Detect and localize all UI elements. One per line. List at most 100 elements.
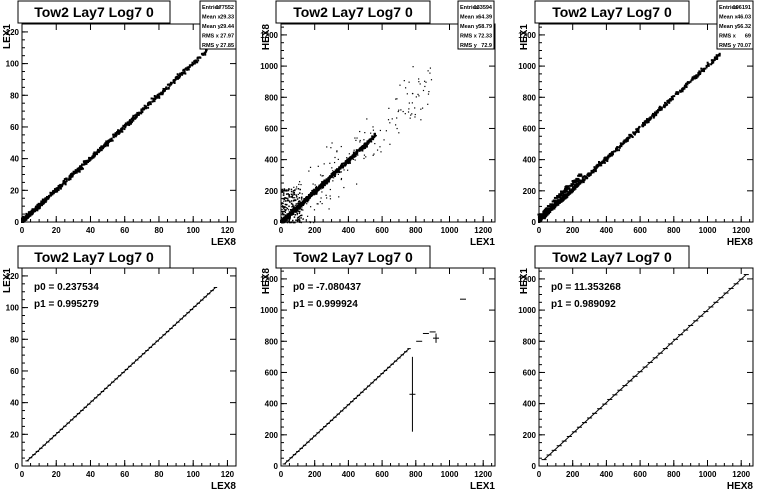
scatter-halo-point xyxy=(281,211,283,213)
scatter-halo-point xyxy=(406,93,408,95)
scatter-halo-point xyxy=(309,222,311,224)
scatter-step-point xyxy=(566,187,571,190)
scatter-halo-point xyxy=(321,202,323,205)
scatter-cluster-point xyxy=(300,197,303,199)
scatter-cluster-point xyxy=(282,194,285,196)
scatter-point xyxy=(292,212,295,215)
scatter-step-point xyxy=(558,194,563,197)
scatter-point xyxy=(624,139,627,142)
scatter-cluster-point xyxy=(290,200,293,202)
scatter-point xyxy=(576,183,579,186)
scatter-halo-point xyxy=(407,111,410,113)
scatter-halo-point xyxy=(306,198,308,200)
scatter-point xyxy=(360,148,363,151)
scatter-point xyxy=(293,207,296,210)
stat-label: RMS x xyxy=(719,34,737,40)
scatter-cluster-point xyxy=(287,213,290,216)
scatter-cluster-point xyxy=(283,210,285,213)
scatter-step-point xyxy=(551,203,556,206)
scatter-point xyxy=(86,160,89,163)
scatter-point xyxy=(139,111,142,114)
scatter-cluster-point xyxy=(298,210,301,213)
scatter-point xyxy=(711,59,714,62)
scatter-point xyxy=(187,67,190,70)
scatter-point xyxy=(85,161,88,164)
scatter-halo-point xyxy=(365,156,367,158)
stat-label: Mean y xyxy=(460,24,480,30)
scatter-cluster-point xyxy=(299,221,301,223)
scatter-point xyxy=(152,100,155,103)
scatter-cluster-point xyxy=(284,209,287,212)
scatter-point xyxy=(367,141,370,144)
scatter-point xyxy=(83,161,86,164)
scatter-point xyxy=(586,174,589,177)
scatter-halo-point xyxy=(297,193,299,196)
scatter-cluster-point xyxy=(298,200,300,203)
scatter-point xyxy=(690,79,693,82)
scatter-point xyxy=(347,158,350,161)
scatter-step-point xyxy=(571,180,576,183)
scatter-point xyxy=(59,186,62,189)
scatter-halo-point xyxy=(284,211,287,213)
scatter-step-point xyxy=(545,207,550,210)
scatter-cluster-point xyxy=(284,190,286,192)
scatter-point xyxy=(351,156,354,159)
scatter-point xyxy=(193,60,196,63)
scatter-point xyxy=(97,149,100,152)
scatter-point xyxy=(712,59,715,62)
scatter-point xyxy=(81,163,84,166)
scatter-point xyxy=(120,128,123,131)
scatter-point xyxy=(539,219,542,222)
scatter-point xyxy=(335,170,338,173)
scatter-point xyxy=(158,95,161,98)
scatter-halo-point xyxy=(418,95,420,97)
scatter-cluster-point xyxy=(285,217,287,219)
scatter-halo-point xyxy=(363,157,365,160)
scatter-point xyxy=(583,178,586,181)
scatter-point xyxy=(289,211,292,214)
scatter-point xyxy=(343,164,346,167)
scatter-cluster-point xyxy=(294,214,297,216)
scatter-point xyxy=(324,179,327,182)
scatter-step-point xyxy=(569,184,574,187)
scatter-point xyxy=(611,151,614,154)
scatter-cluster-point xyxy=(286,203,288,206)
scatter-point xyxy=(700,67,703,70)
scatter-halo-point xyxy=(332,175,334,177)
scatter-point xyxy=(311,193,314,196)
y-tick-label: 20 xyxy=(10,430,19,439)
scatter-point xyxy=(165,87,168,90)
scatter-cluster-point xyxy=(291,213,294,215)
stat-label: Entries xyxy=(460,5,479,11)
scatter-point xyxy=(115,133,118,136)
x-tick-label: 400 xyxy=(342,470,356,479)
scatter-halo-point xyxy=(327,179,329,181)
scatter-halo-point xyxy=(373,153,375,155)
scatter-point xyxy=(176,77,179,80)
scatter-cluster-point xyxy=(289,214,292,216)
scatter-halo-point xyxy=(349,162,351,164)
scatter-point xyxy=(321,183,324,186)
scatter-point xyxy=(315,191,318,194)
scatter-halo-point xyxy=(427,93,430,95)
scatter-point xyxy=(24,217,27,220)
scatter-point xyxy=(597,164,600,167)
scatter-halo-point xyxy=(336,150,338,152)
scatter-cluster-point xyxy=(300,208,303,211)
scatter-point xyxy=(142,108,145,111)
scatter-halo-point xyxy=(283,200,285,202)
scatter-point xyxy=(56,190,59,193)
scatter-point xyxy=(60,184,63,187)
panel-2: 0 200 400 600 800 1000 1200 0 200 400 600 800 1000 12… xyxy=(260,0,496,248)
scatter-cluster-point xyxy=(297,204,299,207)
scatter-halo-point xyxy=(308,194,310,196)
scatter-cluster-point xyxy=(285,209,287,211)
scatter-halo-point xyxy=(397,110,399,113)
scatter-cluster-point xyxy=(281,206,284,208)
scatter-point xyxy=(337,168,340,171)
scatter-point xyxy=(112,135,115,138)
scatter-halo-point xyxy=(310,193,312,195)
scatter-point xyxy=(589,172,592,175)
scatter-point xyxy=(697,74,700,77)
scatter-point xyxy=(338,166,341,169)
